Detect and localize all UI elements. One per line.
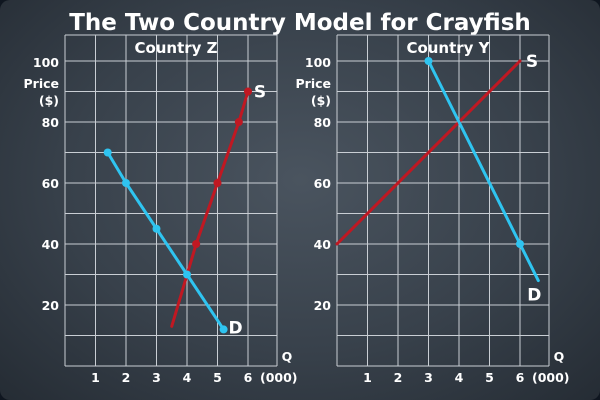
data-point [234, 118, 243, 126]
x-tick-label: 6 [516, 370, 525, 385]
y-axis-label: Price [24, 76, 60, 91]
x-tick-label: 5 [485, 370, 494, 385]
data-point [152, 224, 161, 233]
y-tick-label: 60 [42, 176, 60, 191]
y-tick-label: 80 [42, 115, 60, 130]
series-line-d [427, 59, 540, 283]
y-axis-unit-label: ($) [311, 93, 331, 108]
y-tick-label: 100 [33, 55, 59, 70]
grid [336, 34, 550, 367]
x-tick-label: 1 [363, 370, 372, 385]
x-tick-label: 4 [455, 370, 464, 385]
data-point [219, 325, 228, 334]
y-tick-label: 20 [314, 298, 332, 313]
x-axis-label: Q [282, 349, 293, 364]
data-point [516, 240, 524, 248]
panel-title: Country Z [134, 39, 217, 57]
x-axis-unit-label: (000) [532, 370, 570, 385]
main-title: The Two Country Model for Crayfish [69, 10, 531, 36]
x-tick-label: 3 [424, 370, 433, 385]
grid [64, 34, 278, 367]
curve-label: D [527, 286, 541, 306]
curve-label: D [229, 318, 243, 338]
data-point [244, 87, 252, 96]
y-axis-unit-label: ($) [39, 93, 59, 108]
x-tick-label: 2 [394, 370, 403, 385]
curve-label: S [254, 83, 266, 103]
y-tick-label: 60 [314, 176, 332, 191]
x-tick-label: 6 [244, 370, 253, 385]
y-axis-label: Price [296, 76, 332, 91]
series-line-s [170, 90, 250, 328]
x-tick-label: 1 [91, 370, 100, 385]
panel-country-z: Country Z Price ($) 20 40 60 80 100 1 2 3 4 5 6 Q (000)… [24, 34, 298, 385]
y-tick-label: 80 [314, 115, 332, 130]
series-d: D [103, 148, 243, 338]
x-axis-label: Q [554, 349, 565, 364]
chart-panels: Country Z Price ($) 20 40 60 80 100 1 2 3 4 5 6 Q (000)… [24, 34, 570, 385]
panel-title: Country Y [406, 39, 490, 57]
y-tick-label: 20 [42, 298, 60, 313]
data-point [122, 179, 130, 187]
data-point [192, 240, 201, 248]
y-tick-label: 40 [314, 237, 332, 252]
panel-country-y: Country Y Price ($) 20 40 60 80 100 1 2 3 4 5 6 Q (000)… [296, 34, 570, 385]
x-tick-label: 4 [183, 370, 192, 385]
x-tick-label: 3 [152, 370, 161, 385]
curve-label: S [526, 52, 538, 72]
series-d: D [424, 57, 541, 306]
data-point [103, 148, 112, 157]
x-axis-unit-label: (000) [260, 370, 298, 385]
y-tick-label: 100 [305, 55, 331, 70]
data-point [183, 270, 191, 279]
x-tick-label: 2 [122, 370, 131, 385]
x-tick-label: 5 [213, 370, 222, 385]
series-s: S [170, 83, 266, 328]
data-point [213, 179, 222, 187]
data-point [424, 57, 433, 65]
series-line-d [106, 151, 226, 331]
y-tick-label: 40 [42, 237, 60, 252]
